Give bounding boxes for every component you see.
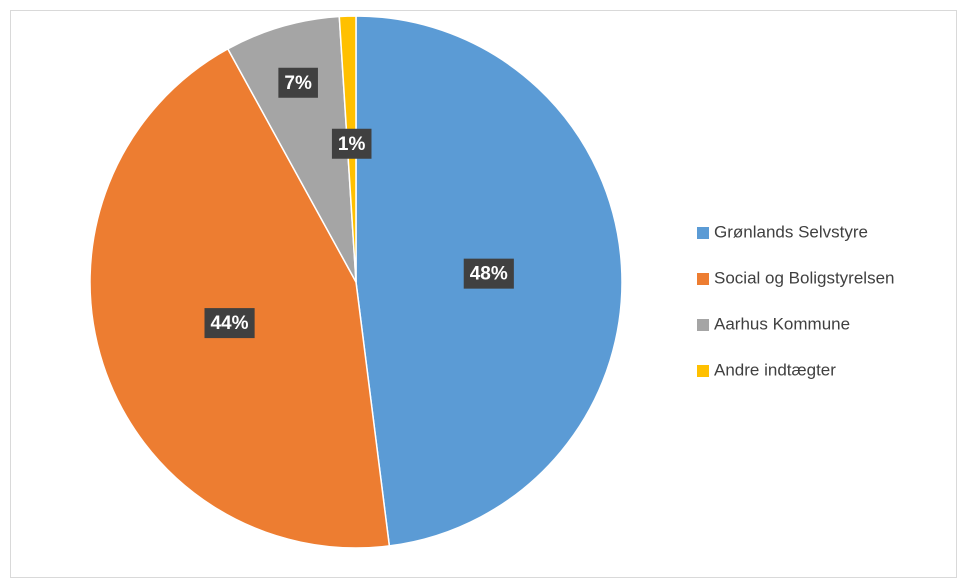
legend-swatch: [697, 365, 709, 377]
legend-label: Andre indtægter: [714, 360, 836, 379]
data-label: 1%: [338, 134, 366, 155]
legend-swatch: [697, 227, 709, 239]
data-label-box: [463, 258, 514, 289]
legend-label: Grønlands Selvstyre: [714, 222, 868, 241]
legend-label: Social og Boligstyrelsen: [714, 268, 894, 287]
legend-swatch: [697, 273, 709, 285]
data-label-box: [331, 128, 372, 159]
data-label: 48%: [470, 264, 508, 285]
legend-swatch: [697, 319, 709, 331]
data-label-box: [204, 308, 255, 339]
pie-slice: [226, 15, 357, 283]
data-label: 44%: [210, 313, 248, 334]
data-label-box: [278, 67, 318, 98]
legend-label: Aarhus Kommune: [714, 314, 850, 333]
data-label: 7%: [284, 73, 312, 94]
pie-slice: [89, 47, 391, 549]
